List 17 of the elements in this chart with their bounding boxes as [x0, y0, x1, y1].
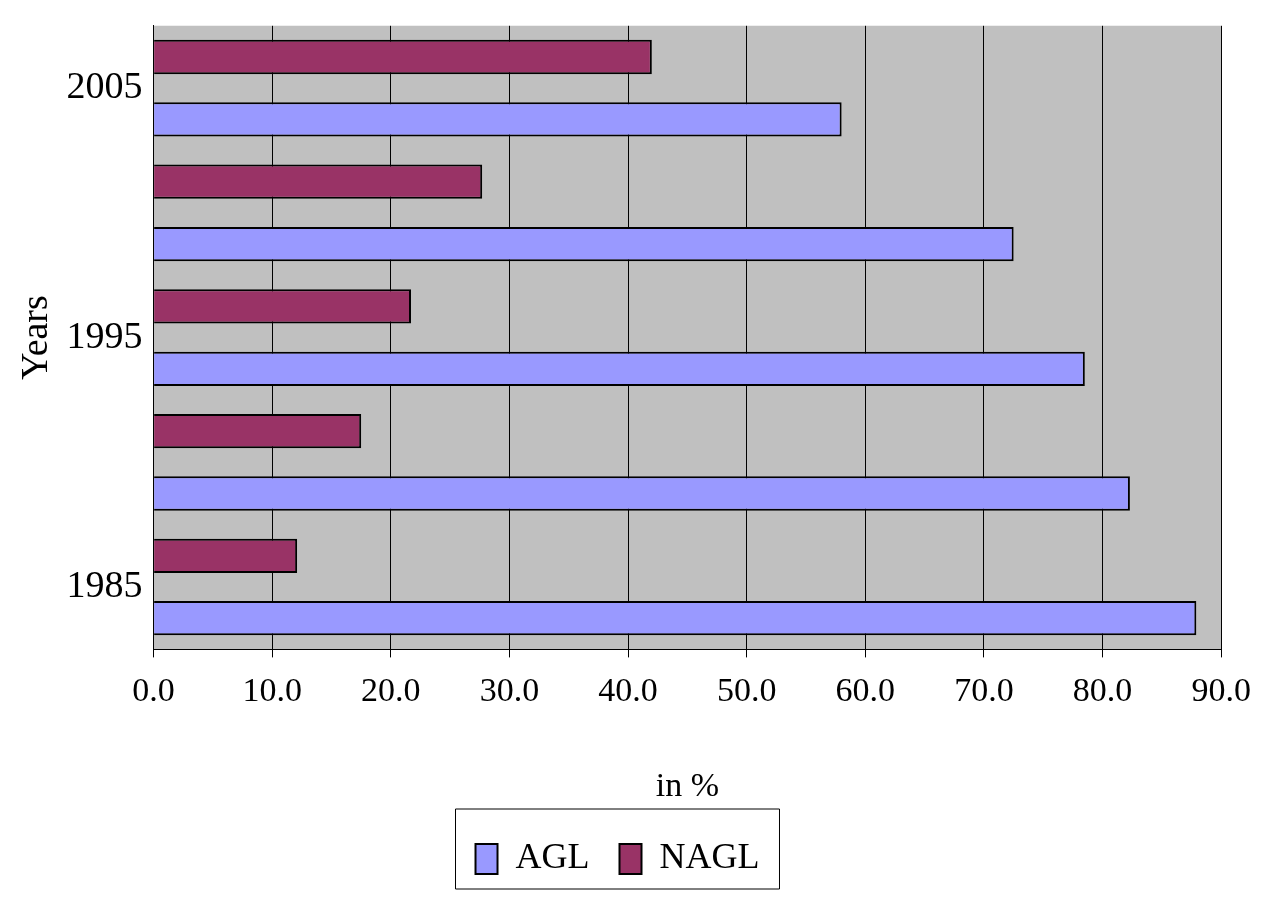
x-tick-label: 70.0 — [954, 670, 1014, 708]
x-tick-label: 80.0 — [1072, 670, 1133, 708]
legend-label: AGL — [515, 836, 590, 877]
x-tick-label: 60.0 — [835, 670, 896, 708]
x-tick-label: 40.0 — [598, 670, 658, 708]
x-tick-label: 50.0 — [716, 670, 777, 708]
x-tick-label: 30.0 — [479, 670, 540, 708]
x-tick-label: 20.0 — [361, 670, 421, 708]
y-tick-label: 1985 — [66, 563, 143, 606]
x-tick-label: 0.0 — [132, 670, 175, 708]
x-tick-label: 90.0 — [1191, 670, 1251, 708]
x-axis-title: in % — [655, 765, 720, 803]
y-axis-title: Years — [12, 295, 55, 381]
x-tick-label: 10.0 — [242, 670, 302, 708]
y-tick-label: 1995 — [66, 313, 143, 356]
y-tick-label: 2005 — [66, 64, 143, 107]
legend-label: NAGL — [659, 836, 760, 877]
